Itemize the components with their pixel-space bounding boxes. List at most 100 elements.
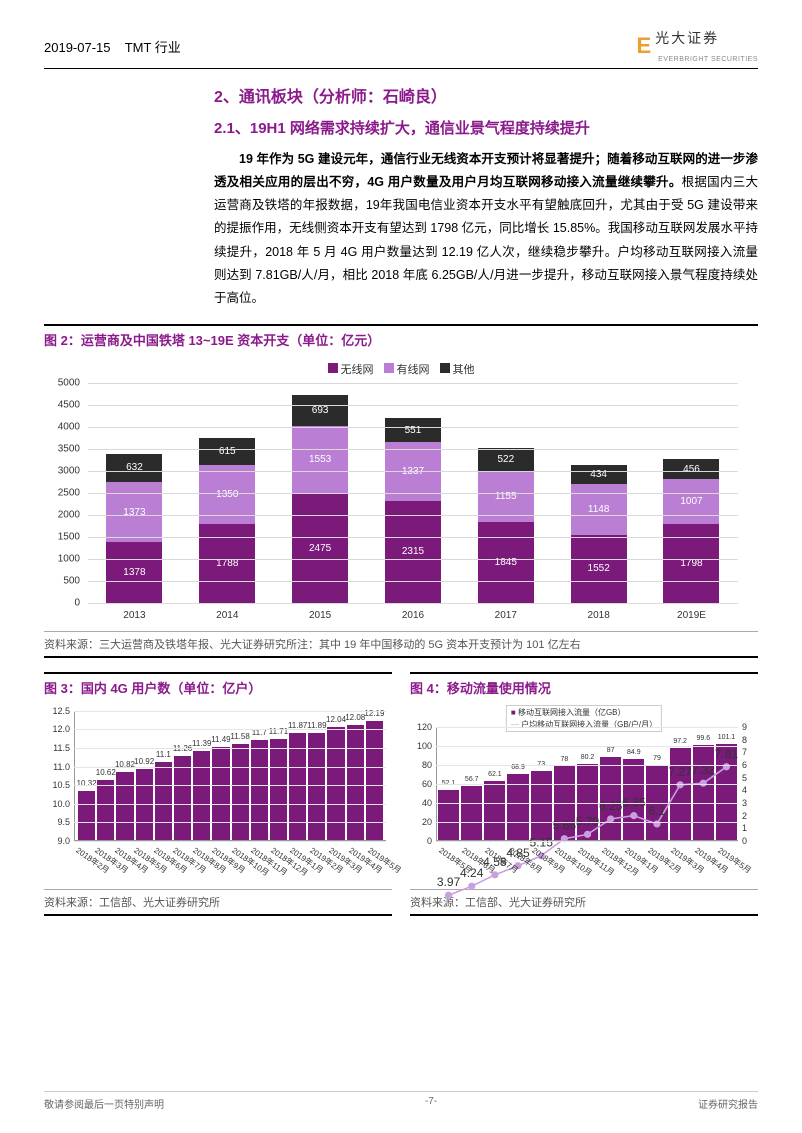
- gridline: [88, 493, 738, 494]
- ytick: 9.5: [57, 817, 70, 827]
- ytick: 5000: [58, 377, 80, 388]
- gridline: [88, 515, 738, 516]
- ytick-left: 20: [422, 817, 432, 827]
- gridline: [74, 711, 386, 712]
- ytick-right: 6: [742, 760, 747, 770]
- bar: 11.39: [193, 751, 210, 840]
- gridline: [74, 804, 386, 805]
- header-date: 2019-07-15: [44, 40, 111, 55]
- fig3-title: 图 3：国内 4G 用户数（单位：亿户）: [44, 672, 392, 697]
- bar-label: 10.32: [77, 779, 97, 788]
- ytick-right: 0: [742, 836, 747, 846]
- bar: 10.62: [97, 780, 114, 840]
- footer-page: -7-: [164, 1096, 698, 1111]
- xlabel: 2015: [292, 610, 348, 621]
- figure-4: 图 4：移动流量使用情况 ■ 移动互联网接入流量（亿GB）— 户均移动互联网接入…: [410, 672, 758, 916]
- fig2-source: 资料来源：三大运营商及铁塔年报、光大证券研究所注：其中 19 年中国移动的 5G…: [44, 631, 758, 658]
- bar-segment: 1553: [292, 426, 348, 494]
- gridline: [436, 765, 738, 766]
- bottom-row: 图 3：国内 4G 用户数（单位：亿户） 9.09.510.010.511.01…: [44, 672, 758, 916]
- ytick: 2000: [58, 509, 80, 520]
- ytick: 3500: [58, 443, 80, 454]
- header-right: E 光大证券 EVERBRIGHT SECURITIES: [636, 28, 758, 64]
- gridline: [74, 767, 386, 768]
- gridline: [436, 822, 738, 823]
- bar-label: 11.89: [307, 721, 326, 730]
- content-block: 2、通讯板块（分析师：石崎良） 2.1、19H1 网络需求持续扩大，通信业景气程…: [44, 83, 758, 310]
- ytick-right: 4: [742, 785, 747, 795]
- footer-right: 证券研究报告: [698, 1096, 758, 1111]
- gridline: [436, 746, 738, 747]
- ytick: 3000: [58, 465, 80, 476]
- body-rest: 根据国内三大运营商及铁塔的年报数据，19年我国电信业资本开支水平有望触底回升，尤…: [214, 175, 758, 305]
- figure-3: 图 3：国内 4G 用户数（单位：亿户） 9.09.510.010.511.01…: [44, 672, 392, 916]
- xlabel: 2016: [385, 610, 441, 621]
- fig2-title: 图 2：运营商及中国铁塔 13~19E 资本开支（单位：亿元）: [44, 324, 758, 349]
- ytick-left: 60: [422, 779, 432, 789]
- ytick: 2500: [58, 487, 80, 498]
- ytick-right: 9: [742, 722, 747, 732]
- figure-2: 图 2：运营商及中国铁塔 13~19E 资本开支（单位：亿元） 无线网有线网其他…: [44, 324, 758, 658]
- fig3-xaxis: 2018年2月2018年3月2018年4月2018年5月2018年6月2018年…: [74, 843, 386, 883]
- bar-segment: 632: [106, 454, 162, 482]
- bar-segment: 615: [199, 438, 255, 465]
- gridline: [74, 822, 386, 823]
- legend-item: 无线网: [328, 361, 374, 377]
- fig2-yaxis: 0500100015002000250030003500400045005000: [44, 383, 84, 603]
- bar-label: 11.58: [230, 732, 249, 741]
- ytick-right: 1: [742, 823, 747, 833]
- legend-item: 有线网: [384, 361, 430, 377]
- legend-item: ■ 移动互联网接入流量（亿GB）: [511, 707, 657, 718]
- fig2-legend: 无线网有线网其他: [44, 355, 758, 379]
- bar: 10.32: [78, 791, 95, 840]
- bar-segment: 1798: [663, 524, 719, 603]
- gridline: [88, 537, 738, 538]
- bar-label: 10.82: [115, 760, 135, 769]
- bar-segment: 2475: [292, 494, 348, 603]
- page-header: 2019-07-15 TMT 行业 E 光大证券 EVERBRIGHT SECU…: [44, 28, 758, 69]
- section-title: 2、通讯板块（分析师：石崎良）: [214, 83, 758, 107]
- bar: 10.82: [116, 772, 133, 840]
- gridline: [88, 405, 738, 406]
- ytick-right: 8: [742, 735, 747, 745]
- svg-text:6.1: 6.1: [649, 804, 666, 818]
- bar-segment: 1148: [571, 484, 627, 535]
- bar-label: 10.92: [134, 757, 154, 766]
- bar-segment: 1552: [571, 535, 627, 603]
- bar-segment: 1007: [663, 479, 719, 523]
- ytick: 12.0: [52, 724, 70, 734]
- fig4-xaxis: 2018年5月2018年6月2018年7月2018年8月2018年9月2018年…: [436, 843, 738, 883]
- bar-segment: 2315: [385, 501, 441, 603]
- svg-text:5.66: 5.66: [553, 819, 577, 833]
- page-footer: 敬请参阅最后一页特别声明 -7- 证券研究报告: [44, 1091, 758, 1111]
- gridline: [88, 581, 738, 582]
- fig3-yaxis: 9.09.510.010.511.011.512.012.5: [44, 711, 72, 841]
- header-category: TMT 行业: [125, 40, 181, 55]
- bar-label: 10.62: [96, 768, 116, 777]
- bar-segment: 551: [385, 418, 441, 442]
- bar-segment: 434: [571, 465, 627, 484]
- ytick: 10.0: [52, 799, 70, 809]
- ytick: 11.0: [53, 762, 70, 772]
- ytick: 4000: [58, 421, 80, 432]
- company-name-en: EVERBRIGHT SECURITIES: [658, 56, 758, 63]
- subsection-title: 2.1、19H1 网络需求持续扩大，通信业景气程度持续提升: [214, 117, 758, 138]
- ytick-right: 3: [742, 798, 747, 808]
- fig4-title: 图 4：移动流量使用情况: [410, 672, 758, 697]
- bar: 11.49: [212, 747, 229, 839]
- bar-label: 11.49: [211, 735, 230, 744]
- legend-item: 其他: [440, 361, 475, 377]
- bar-segment: 522: [478, 448, 534, 471]
- gridline: [74, 748, 386, 749]
- bar-column: 231513375512016: [385, 418, 441, 603]
- fig4-chart: ■ 移动互联网接入流量（亿GB）— 户均移动互联网接入流量（GB/户/月） 02…: [410, 703, 758, 883]
- fig3-source: 资料来源：工信部、光大证券研究所: [44, 889, 392, 916]
- gridline: [88, 603, 738, 604]
- gridline: [436, 841, 738, 842]
- ytick-left: 120: [417, 722, 432, 732]
- ytick-right: 7: [742, 747, 747, 757]
- gridline: [88, 471, 738, 472]
- bar: 11.87: [289, 733, 306, 840]
- company-name: 光大证券: [655, 30, 719, 46]
- ytick: 12.5: [52, 706, 70, 716]
